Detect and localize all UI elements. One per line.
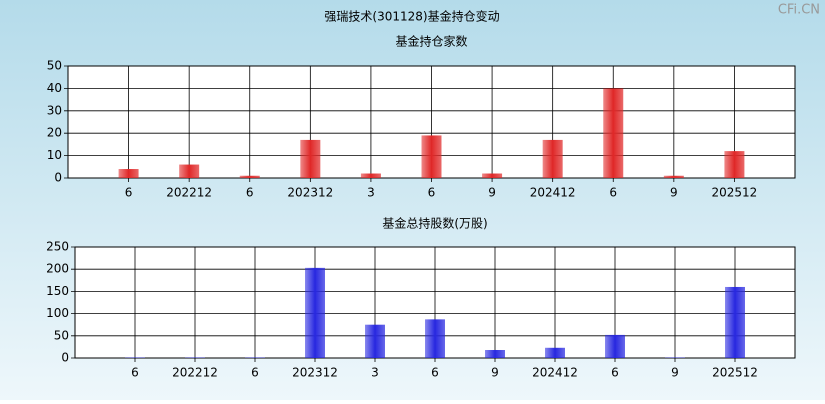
bar [664, 176, 684, 178]
bar [545, 348, 565, 358]
bar [425, 319, 445, 358]
x-tick-label: 6 [251, 366, 259, 380]
x-tick-label: 6 [611, 366, 619, 380]
y-tick-label: 50 [54, 328, 69, 342]
y-tick-label: 50 [47, 59, 62, 73]
chart-title: 基金持仓家数 [395, 34, 467, 49]
x-tick-label: 6 [428, 186, 436, 200]
y-tick-label: 20 [47, 126, 62, 140]
bar [543, 140, 563, 178]
x-tick-label: 3 [371, 366, 379, 380]
y-tick-label: 40 [47, 81, 62, 95]
bar [603, 88, 623, 178]
bar [361, 174, 381, 178]
bar [240, 176, 260, 178]
x-tick-label: 6 [431, 366, 439, 380]
x-tick-label: 202512 [712, 366, 758, 380]
y-tick-label: 30 [47, 103, 62, 117]
x-tick-label: 9 [671, 366, 679, 380]
bar [179, 165, 199, 178]
x-tick-label: 202412 [532, 366, 578, 380]
x-tick-label: 202412 [530, 186, 576, 200]
y-tick-label: 0 [54, 171, 62, 185]
bar [725, 287, 745, 358]
bar [422, 135, 442, 178]
y-tick-label: 10 [47, 148, 62, 162]
x-tick-label: 202312 [287, 186, 333, 200]
x-tick-label: 6 [609, 186, 617, 200]
bar [365, 325, 385, 358]
x-tick-label: 9 [670, 186, 678, 200]
y-tick-label: 0 [61, 351, 69, 365]
bar [119, 169, 139, 178]
x-tick-label: 9 [488, 186, 496, 200]
x-tick-label: 6 [125, 186, 133, 200]
x-tick-label: 6 [246, 186, 254, 200]
x-tick-label: 3 [367, 186, 375, 200]
bar [305, 268, 325, 358]
x-tick-label: 202212 [172, 366, 218, 380]
bar [485, 350, 505, 358]
y-tick-label: 100 [46, 306, 69, 320]
y-tick-label: 200 [46, 262, 69, 276]
watermark: CFi.CN [778, 3, 820, 18]
y-tick-label: 150 [46, 284, 69, 298]
bar [300, 140, 320, 178]
y-tick-label: 250 [46, 240, 69, 254]
x-tick-label: 6 [131, 366, 139, 380]
chart-title: 基金总持股数(万股) [382, 216, 487, 231]
bar [605, 335, 625, 358]
bar [724, 151, 744, 178]
x-tick-label: 9 [491, 366, 499, 380]
x-tick-label: 202512 [712, 186, 758, 200]
page-title: 强瑞技术(301128)基金持仓变动 [324, 9, 499, 24]
x-tick-label: 202312 [292, 366, 338, 380]
x-tick-label: 202212 [166, 186, 212, 200]
bar [482, 174, 502, 178]
